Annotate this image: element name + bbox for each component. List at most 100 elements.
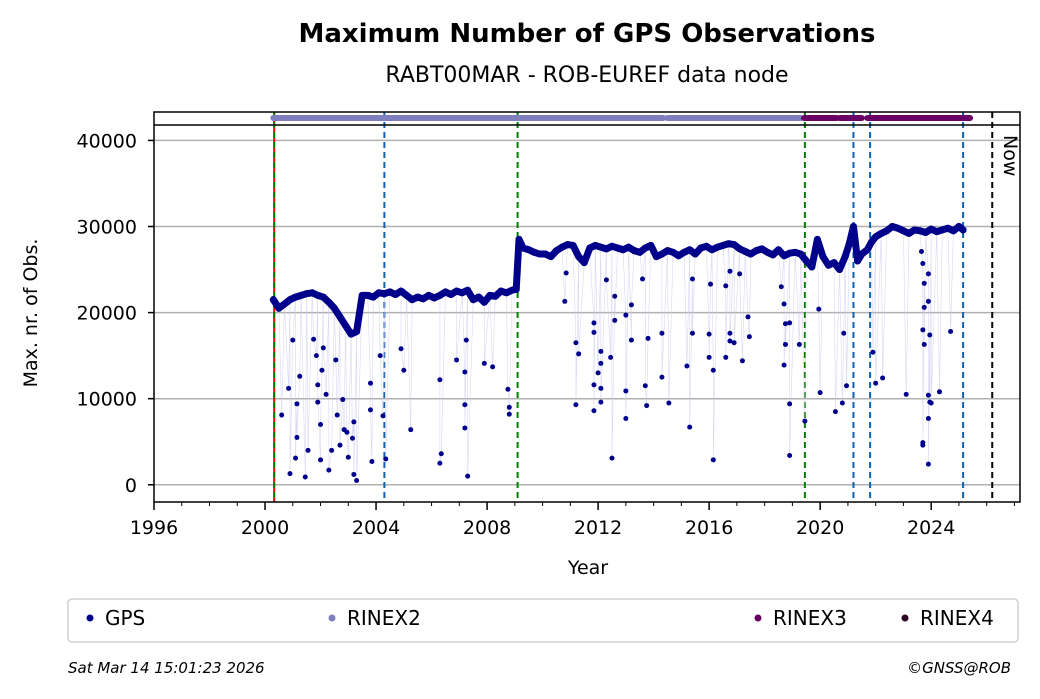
gps-outlier-point: [562, 298, 568, 304]
gps-point: [858, 250, 866, 258]
gps-outlier-point: [816, 306, 822, 312]
gps-point: [525, 246, 533, 254]
gps-point: [730, 241, 738, 249]
gps-point: [297, 291, 305, 299]
gps-point: [547, 253, 555, 261]
gps-outlier-point: [921, 341, 927, 347]
gps-outlier-point: [505, 386, 511, 392]
legend: GPS RINEX2 RINEX3 RINEX4: [86, 606, 994, 630]
gps-point: [747, 250, 755, 258]
gps-outlier-point: [844, 383, 850, 389]
gps-point: [308, 289, 316, 297]
gps-outlier-point: [925, 271, 931, 277]
gps-point: [375, 289, 383, 297]
gps-point: [899, 227, 907, 235]
gps-point: [686, 246, 694, 254]
gps-outlier-point: [279, 412, 285, 418]
gps-outlier-point: [598, 385, 604, 391]
gps-point: [883, 227, 891, 235]
gps-outlier-point: [318, 422, 324, 428]
gps-outlier-point: [727, 338, 733, 344]
gps-baseline-band: [269, 223, 967, 338]
gps-point: [403, 291, 411, 299]
gps-outlier-point: [286, 385, 292, 391]
gps-outlier-point: [666, 400, 672, 406]
gps-point: [775, 246, 783, 254]
gps-point: [436, 291, 444, 299]
gps-outlier-point: [706, 354, 712, 360]
gps-point: [849, 223, 857, 231]
gps-point: [863, 246, 871, 254]
chart-title: Maximum Number of GPS Observations: [298, 19, 875, 49]
gps-outlier-point: [333, 357, 339, 363]
legend-box: [67, 598, 1019, 643]
gps-outlier-point: [796, 341, 802, 347]
gps-point: [486, 291, 494, 299]
gps-outlier-point: [921, 280, 927, 286]
gps-outlier-point: [787, 401, 793, 407]
gps-outlier-point: [731, 340, 737, 346]
gps-point: [380, 290, 388, 298]
gps-point: [558, 243, 566, 251]
gps-point: [658, 250, 666, 258]
gps-point: [480, 298, 488, 306]
gps-outlier-point: [927, 332, 933, 338]
gps-point: [894, 224, 902, 232]
legend-label-rinex2: RINEX2: [347, 606, 421, 630]
gps-point: [342, 322, 350, 330]
gps-outlier-point: [710, 367, 716, 373]
gps-outlier-point: [628, 337, 634, 343]
gps-outlier-point: [563, 270, 569, 276]
gps-outlier-point: [920, 327, 926, 333]
gps-outlier-point: [490, 364, 496, 370]
x-axis: 1996 2000 2004 2008 2012 2016 2020 2024: [130, 502, 1015, 539]
gps-outlier-point: [598, 399, 604, 405]
gps-connector-line: [273, 226, 964, 481]
gps-point: [608, 242, 616, 250]
gps-outlier-point: [687, 424, 693, 430]
gps-outlier-point: [782, 341, 788, 347]
gps-point: [872, 233, 880, 241]
gps-point: [503, 289, 511, 297]
gps-outlier-point: [287, 471, 293, 477]
gps-point: [680, 248, 688, 256]
gps-point: [758, 245, 766, 253]
gps-point: [597, 243, 605, 251]
gps-outlier-point: [293, 455, 299, 461]
gps-point: [719, 241, 727, 249]
gps-point: [586, 244, 594, 252]
y-tick-label: 20000: [77, 303, 137, 325]
gps-outlier-point: [925, 461, 931, 467]
gps-point: [702, 242, 710, 250]
gps-outlier-point: [645, 335, 651, 341]
x-tick-label: 2024: [907, 517, 955, 539]
legend-marker-rinex2: [328, 614, 336, 622]
gps-outlier-point: [349, 435, 355, 441]
gps-outlier-point: [839, 400, 845, 406]
gps-point: [414, 293, 422, 301]
y-axis: 0 10000 20000 30000 40000: [77, 130, 154, 497]
gps-outlier-point: [311, 336, 317, 342]
gps-outlier-point: [948, 329, 954, 335]
gps-outlier-point: [745, 314, 751, 320]
gps-outlier-point: [781, 301, 787, 307]
gps-outlier-point: [918, 248, 924, 254]
gps-outlier-point: [684, 363, 690, 369]
gps-point: [911, 226, 919, 234]
gps-outlier-point: [368, 407, 373, 413]
x-tick-label: 2008: [463, 517, 511, 539]
gps-point: [763, 248, 771, 256]
gps-outlier-point: [591, 320, 597, 326]
gps-outlier-point: [706, 331, 712, 337]
gps-outlier-point: [746, 334, 752, 340]
gps-outlier-point: [623, 415, 629, 421]
gps-outlier-point: [659, 330, 665, 336]
gps-outlier-point: [925, 392, 931, 398]
gps-outlier-point: [591, 382, 597, 388]
gps-outlier-point: [925, 298, 931, 304]
gps-outlier-point: [873, 380, 879, 386]
gps-point: [780, 252, 788, 260]
gps-point: [619, 246, 627, 254]
gps-outlier-point: [832, 409, 838, 415]
